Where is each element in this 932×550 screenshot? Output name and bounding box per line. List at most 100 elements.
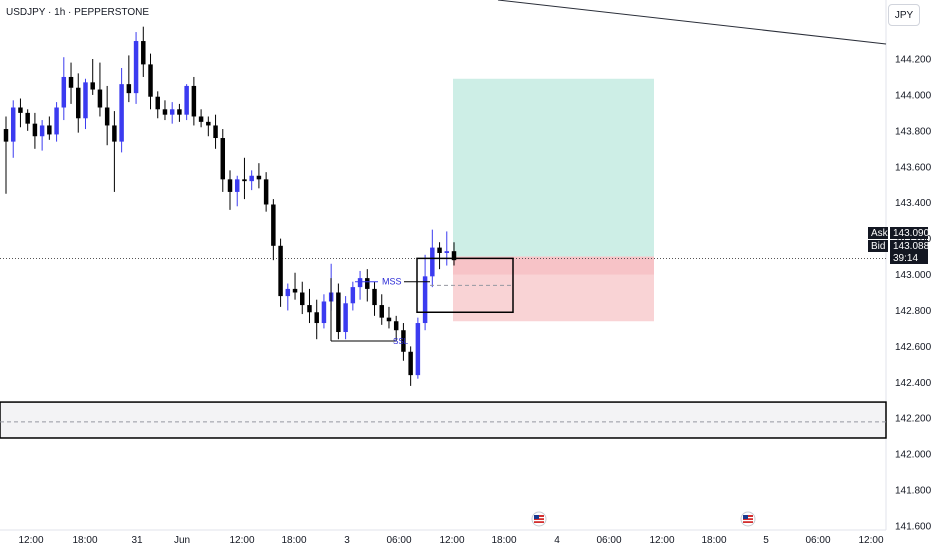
candle-body[interactable] bbox=[350, 287, 356, 304]
candle-body[interactable] bbox=[278, 245, 283, 297]
price-tick-label: 144.000 bbox=[895, 90, 932, 101]
candle-body[interactable] bbox=[321, 301, 327, 324]
currency-selector[interactable]: JPY bbox=[888, 4, 920, 26]
candle-body[interactable] bbox=[271, 204, 276, 246]
candle-body[interactable] bbox=[256, 175, 262, 180]
candle-body[interactable] bbox=[336, 292, 341, 333]
candle-body[interactable] bbox=[198, 116, 204, 122]
candle-body[interactable] bbox=[206, 121, 211, 126]
trend-line[interactable] bbox=[497, 0, 887, 45]
candle-body[interactable] bbox=[104, 107, 110, 126]
time-tick-label: 06:00 bbox=[386, 535, 411, 546]
candle-body[interactable] bbox=[422, 276, 428, 324]
time-tick-label: 12:00 bbox=[439, 535, 464, 546]
candle-body[interactable] bbox=[249, 175, 254, 182]
candle-body[interactable] bbox=[18, 107, 23, 113]
candle-body[interactable] bbox=[3, 129, 9, 142]
ssl-label: SSL bbox=[393, 337, 409, 346]
order-block-box[interactable] bbox=[416, 257, 514, 314]
candle-body[interactable] bbox=[379, 305, 384, 318]
candle-body[interactable] bbox=[365, 278, 370, 289]
candle-body[interactable] bbox=[386, 317, 392, 322]
price-tick-label: 144.200 bbox=[895, 55, 932, 66]
candle-body[interactable] bbox=[300, 292, 305, 306]
candle-body[interactable] bbox=[90, 82, 95, 90]
candle-body[interactable] bbox=[32, 123, 38, 137]
candle-body[interactable] bbox=[263, 179, 269, 205]
candle-body[interactable] bbox=[141, 41, 146, 65]
us-flag-icon[interactable] bbox=[740, 511, 756, 527]
candle-body[interactable] bbox=[242, 179, 247, 182]
candle-body[interactable] bbox=[47, 125, 52, 135]
candle-body[interactable] bbox=[148, 64, 153, 97]
candle-body[interactable] bbox=[25, 112, 30, 124]
price-tick-label: 142.000 bbox=[895, 450, 932, 461]
candle-body[interactable] bbox=[234, 179, 240, 192]
candle-body[interactable] bbox=[112, 125, 117, 142]
candle-body[interactable] bbox=[307, 305, 312, 313]
candle-body[interactable] bbox=[372, 288, 377, 306]
time-tick-label: 18:00 bbox=[72, 535, 97, 546]
candle-body[interactable] bbox=[393, 321, 399, 331]
axes-layer: 144.200 144.000 143.800 143.600 143.400 143.2… bbox=[18, 55, 931, 547]
candle-body[interactable] bbox=[61, 76, 67, 108]
candle-body[interactable] bbox=[191, 85, 197, 117]
candle-body[interactable] bbox=[97, 89, 103, 108]
candle-body[interactable] bbox=[415, 323, 421, 376]
candle-body[interactable] bbox=[227, 179, 233, 192]
time-tick-label: 12:00 bbox=[649, 535, 674, 546]
time-tick-label: 18:00 bbox=[701, 535, 726, 546]
candle-body[interactable] bbox=[213, 125, 218, 139]
candle-body[interactable] bbox=[184, 85, 189, 115]
support-band[interactable] bbox=[0, 401, 887, 439]
ask-price-tag[interactable]: Ask 143.090 bbox=[868, 227, 930, 239]
candle-body[interactable] bbox=[343, 303, 348, 333]
candle-body[interactable] bbox=[437, 247, 442, 253]
candle-body[interactable] bbox=[10, 107, 16, 142]
candles-layer[interactable] bbox=[3, 26, 457, 386]
stop-loss-zone-upper bbox=[453, 256, 654, 275]
candle-body[interactable] bbox=[133, 41, 139, 94]
time-tick-label: 12:00 bbox=[18, 535, 43, 546]
candle-body[interactable] bbox=[430, 247, 435, 277]
price-tick-label: 142.200 bbox=[895, 414, 932, 425]
time-tick-label: 12:00 bbox=[229, 535, 254, 546]
price-tick-label: 143.600 bbox=[895, 162, 932, 173]
candle-body[interactable] bbox=[357, 278, 363, 288]
time-tick-label: 06:00 bbox=[596, 535, 621, 546]
time-tick-label: 06:00 bbox=[805, 535, 830, 546]
countdown-tag: 39:14 bbox=[890, 252, 928, 264]
us-flag-icon[interactable] bbox=[531, 511, 547, 527]
candle-body[interactable] bbox=[155, 96, 160, 110]
candle-body[interactable] bbox=[83, 82, 88, 119]
price-tick-label: 143.000 bbox=[895, 270, 932, 281]
candle-body[interactable] bbox=[408, 351, 413, 376]
candle-body[interactable] bbox=[401, 330, 406, 352]
candle-body[interactable] bbox=[126, 84, 132, 94]
candle-body[interactable] bbox=[220, 138, 226, 180]
candle-body[interactable] bbox=[177, 109, 182, 115]
price-tick-label: 142.400 bbox=[895, 378, 932, 389]
candle-body[interactable] bbox=[444, 251, 450, 253]
candle-body[interactable] bbox=[292, 288, 298, 293]
background-layer bbox=[0, 0, 887, 531]
svg-text:Ask: Ask bbox=[871, 228, 889, 239]
candle-body[interactable] bbox=[39, 125, 45, 137]
svg-text:Bid: Bid bbox=[871, 241, 885, 252]
candle-body[interactable] bbox=[76, 87, 81, 119]
candle-body[interactable] bbox=[119, 84, 124, 142]
candle-body[interactable] bbox=[314, 312, 319, 324]
candle-body[interactable] bbox=[68, 76, 74, 88]
candle-body[interactable] bbox=[169, 109, 175, 115]
candle-body[interactable] bbox=[54, 107, 59, 135]
candle-body[interactable] bbox=[451, 251, 457, 261]
bid-price-tag[interactable]: Bid 143.088 bbox=[868, 240, 930, 252]
svg-text:143.090: 143.090 bbox=[893, 228, 930, 239]
price-tick-label: 141.600 bbox=[895, 522, 932, 533]
svg-text:39:14: 39:14 bbox=[893, 253, 918, 264]
candle-body[interactable] bbox=[285, 288, 291, 297]
candle-body[interactable] bbox=[162, 109, 168, 115]
take-profit-zone[interactable] bbox=[453, 78, 654, 257]
